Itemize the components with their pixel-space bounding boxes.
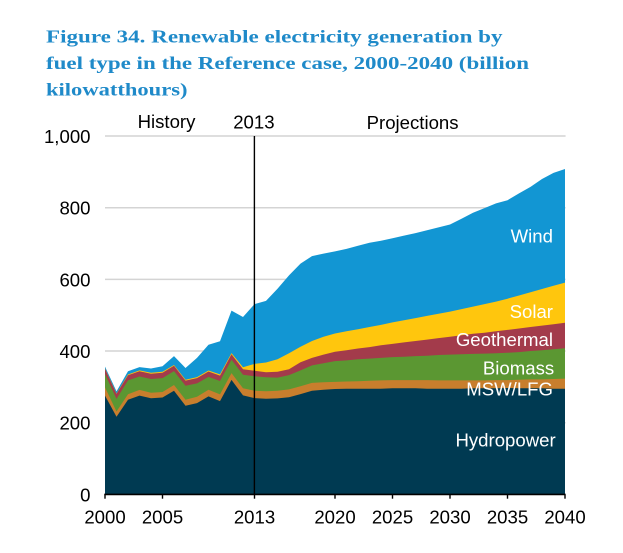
svg-text:2030: 2030 — [429, 506, 470, 527]
svg-text:fuel type in the Reference cas: fuel type in the Reference case, 2000-20… — [46, 53, 529, 74]
svg-text:History: History — [138, 111, 197, 132]
svg-text:Hydropower: Hydropower — [455, 429, 555, 450]
svg-text:2035: 2035 — [487, 506, 528, 527]
svg-text:1,000: 1,000 — [44, 126, 91, 147]
svg-text:Biomass: Biomass — [483, 358, 554, 379]
svg-text:2000: 2000 — [84, 506, 125, 527]
svg-text:Solar: Solar — [510, 301, 553, 322]
svg-text:Geothermal: Geothermal — [456, 329, 553, 350]
svg-text:2013: 2013 — [233, 112, 274, 133]
svg-text:2005: 2005 — [142, 506, 183, 527]
svg-text:600: 600 — [59, 269, 90, 290]
svg-text:Wind: Wind — [511, 225, 553, 246]
svg-text:2013: 2013 — [234, 506, 275, 527]
svg-text:0: 0 — [80, 484, 90, 505]
svg-text:800: 800 — [59, 198, 90, 219]
svg-text:Figure 34. Renewable electrici: Figure 34. Renewable electricity generat… — [46, 27, 503, 47]
svg-text:kilowatthours): kilowatthours) — [46, 80, 188, 101]
svg-text:MSW/LFG: MSW/LFG — [466, 378, 553, 399]
svg-text:200: 200 — [59, 413, 90, 434]
svg-text:2020: 2020 — [314, 506, 355, 527]
svg-text:2040: 2040 — [544, 506, 585, 527]
svg-text:400: 400 — [59, 341, 90, 362]
svg-text:Projections: Projections — [367, 112, 459, 133]
svg-text:2025: 2025 — [372, 506, 413, 527]
